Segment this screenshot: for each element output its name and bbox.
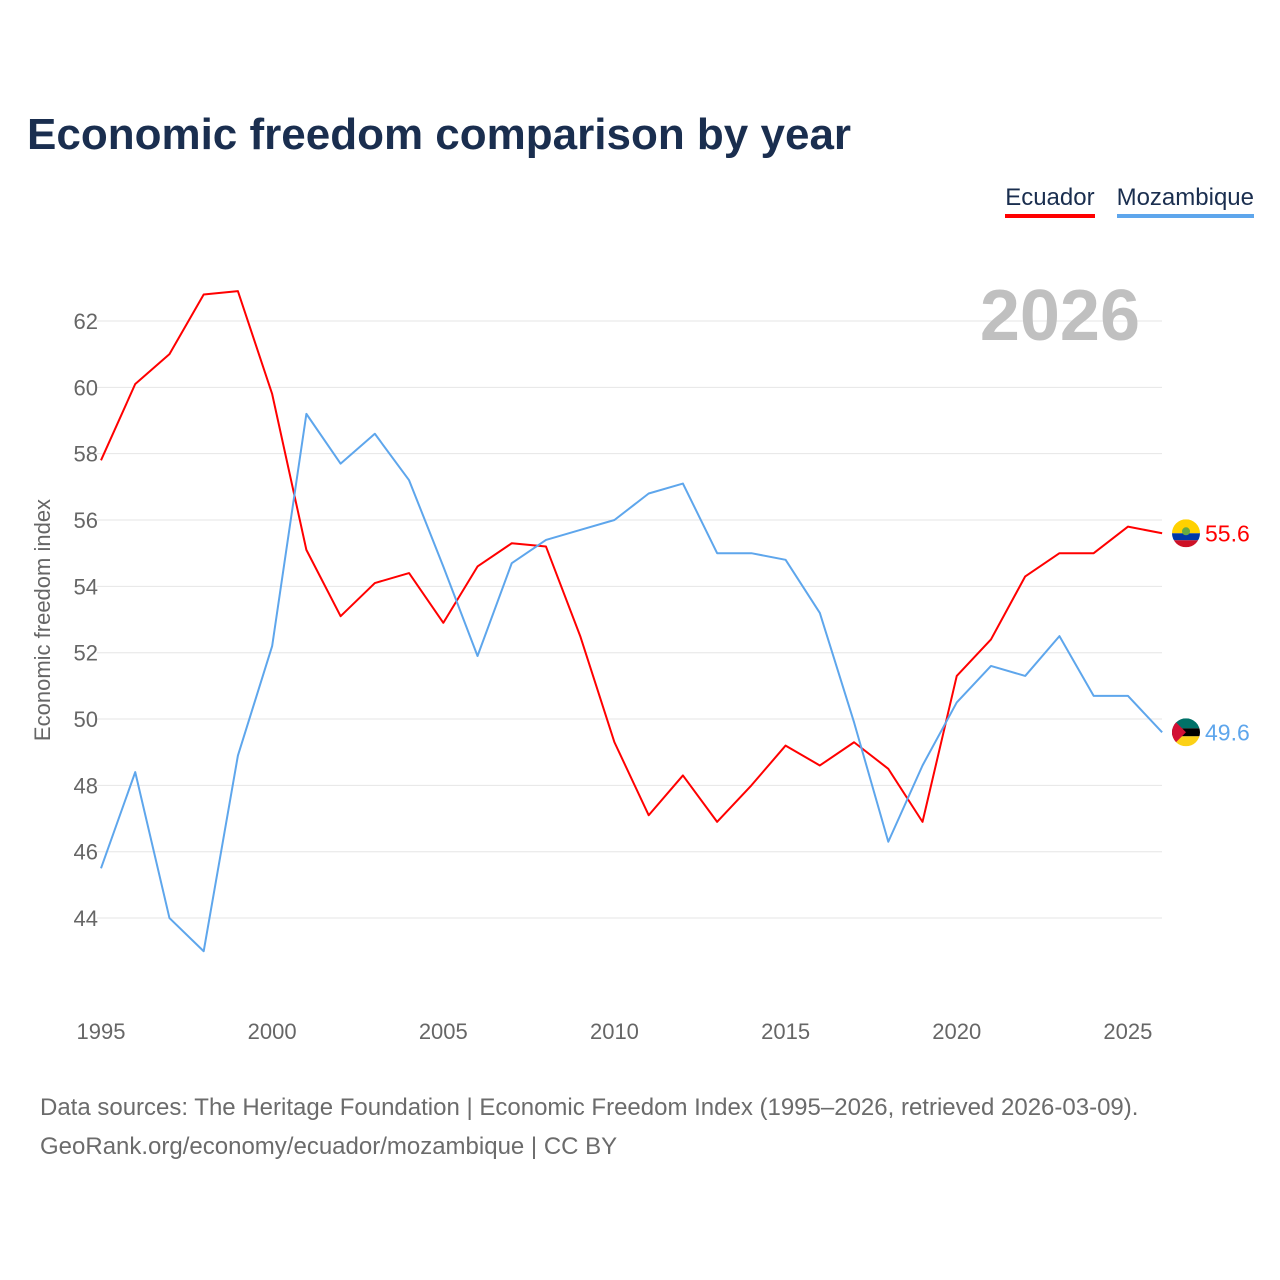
y-tick-label: 62 (74, 309, 98, 334)
data-point-mozambique (885, 839, 891, 845)
data-point-ecuador (1125, 524, 1131, 530)
y-tick-label: 60 (74, 375, 98, 400)
data-point-ecuador (714, 819, 720, 825)
data-point-ecuador (851, 739, 857, 745)
x-tick-label: 2010 (590, 1019, 639, 1044)
data-point-mozambique (235, 753, 241, 759)
data-point-mozambique (440, 563, 446, 569)
data-point-ecuador (475, 563, 481, 569)
data-point-mozambique (851, 719, 857, 725)
data-point-ecuador (885, 766, 891, 772)
data-point-ecuador (201, 291, 207, 297)
data-point-mozambique (1091, 693, 1097, 699)
x-tick-label: 2015 (761, 1019, 810, 1044)
legend: Ecuador Mozambique (1005, 184, 1254, 218)
data-point-mozambique (1056, 633, 1062, 639)
data-point-ecuador (783, 743, 789, 749)
data-point-ecuador (406, 570, 412, 576)
legend-item-ecuador[interactable]: Ecuador (1005, 184, 1095, 218)
data-point-ecuador (680, 772, 686, 778)
data-point-ecuador (303, 547, 309, 553)
data-point-mozambique (201, 948, 207, 954)
data-point-ecuador (988, 636, 994, 642)
data-point-mozambique (1159, 729, 1165, 735)
data-point-ecuador (98, 457, 104, 463)
x-tick-label: 2025 (1103, 1019, 1152, 1044)
source-line-2[interactable]: GeoRank.org/economy/ecuador/mozambique |… (40, 1133, 618, 1160)
data-point-ecuador (132, 381, 138, 387)
data-point-mozambique (543, 537, 549, 543)
data-point-mozambique (269, 643, 275, 649)
data-point-ecuador (269, 391, 275, 397)
y-tick-label: 46 (74, 840, 98, 865)
y-axis-label: Economic freedom index (30, 499, 55, 741)
data-point-mozambique (680, 481, 686, 487)
x-tick-label: 2020 (932, 1019, 981, 1044)
y-tick-label: 50 (74, 707, 98, 732)
data-point-mozambique (611, 517, 617, 523)
data-point-ecuador (1159, 530, 1165, 536)
data-point-ecuador (611, 739, 617, 745)
y-tick-label: 56 (74, 508, 98, 533)
end-label-mozambique: 49.6 (1205, 719, 1250, 745)
data-point-ecuador (817, 762, 823, 768)
year-watermark: 2026 (980, 276, 1140, 356)
data-point-mozambique (406, 477, 412, 483)
data-point-mozambique (98, 865, 104, 871)
data-point-ecuador (372, 580, 378, 586)
data-point-mozambique (646, 490, 652, 496)
source-note: Data sources: The Heritage Foundation | … (40, 1088, 1138, 1166)
data-point-ecuador (954, 673, 960, 679)
series-line-ecuador (100, 290, 1163, 823)
data-point-ecuador (338, 613, 344, 619)
data-point-mozambique (166, 915, 172, 921)
data-point-mozambique (748, 550, 754, 556)
data-point-ecuador (577, 633, 583, 639)
data-point-mozambique (920, 762, 926, 768)
y-tick-label: 48 (74, 773, 98, 798)
data-point-mozambique (577, 527, 583, 533)
flag-icon-ecuador (1172, 519, 1200, 548)
data-point-ecuador (235, 288, 241, 294)
flag-icon-mozambique (1172, 718, 1200, 747)
data-point-mozambique (372, 431, 378, 437)
data-point-ecuador (748, 782, 754, 788)
data-point-mozambique (132, 769, 138, 775)
data-point-mozambique (783, 557, 789, 563)
x-tick-label: 2005 (419, 1019, 468, 1044)
data-point-ecuador (543, 544, 549, 550)
y-tick-label: 54 (74, 574, 98, 599)
data-point-mozambique (338, 461, 344, 467)
series-line-mozambique (100, 412, 1163, 953)
data-point-ecuador (920, 819, 926, 825)
data-point-mozambique (954, 699, 960, 705)
data-point-ecuador (1091, 550, 1097, 556)
data-point-mozambique (1022, 673, 1028, 679)
data-point-ecuador (1022, 573, 1028, 579)
data-point-mozambique (303, 411, 309, 417)
y-tick-label: 58 (74, 442, 98, 467)
y-tick-label: 44 (74, 906, 98, 931)
x-tick-label: 2000 (248, 1019, 297, 1044)
chart-title: Economic freedom comparison by year (27, 110, 852, 159)
data-point-mozambique (509, 560, 515, 566)
source-line-1: Data sources: The Heritage Foundation | … (40, 1094, 1139, 1121)
data-point-ecuador (166, 351, 172, 357)
legend-item-mozambique[interactable]: Mozambique (1116, 184, 1254, 218)
data-point-ecuador (646, 812, 652, 818)
y-tick-label: 52 (74, 641, 98, 666)
data-point-mozambique (988, 663, 994, 669)
x-tick-label: 1995 (77, 1019, 126, 1044)
data-point-ecuador (509, 540, 515, 546)
data-point-mozambique (714, 550, 720, 556)
data-point-mozambique (1125, 693, 1131, 699)
data-point-mozambique (817, 610, 823, 616)
end-label-ecuador: 55.6 (1205, 520, 1250, 546)
data-point-ecuador (1056, 550, 1062, 556)
data-point-ecuador (440, 620, 446, 626)
data-point-mozambique (475, 653, 481, 659)
